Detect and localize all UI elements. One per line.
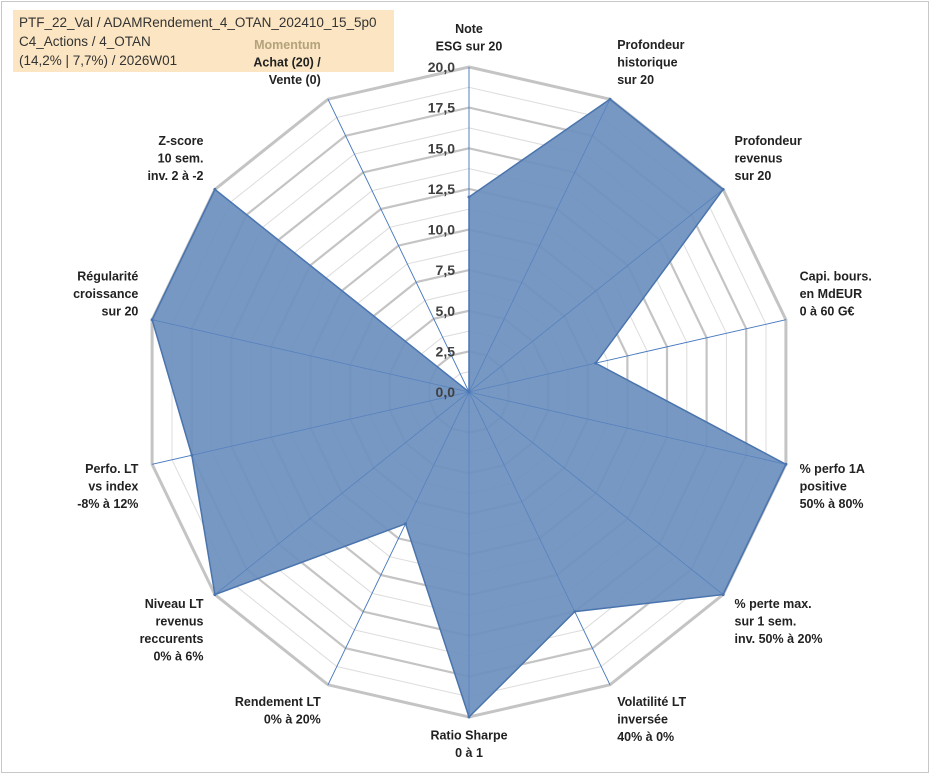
axis-label: 50% à 80% bbox=[800, 497, 864, 511]
axis-label: historique bbox=[617, 56, 677, 70]
axis-label: % perte max. bbox=[735, 597, 812, 611]
axis-label: % perfo 1A bbox=[800, 462, 865, 476]
axis-label: 0 à 60 G€ bbox=[800, 304, 855, 318]
axis-label: 40% à 0% bbox=[617, 730, 674, 744]
info-line-category: C4_Actions / 4_OTAN bbox=[19, 34, 151, 49]
axis-spoke-overlay bbox=[468, 391, 786, 465]
portfolio-info-box: PTF_22_Val / ADAMRendement_4_OTAN_202410… bbox=[13, 10, 394, 72]
axis-label: reccurents bbox=[140, 632, 204, 646]
tick-label: 15,0 bbox=[428, 140, 455, 156]
axis-spoke-overlay bbox=[468, 99, 611, 393]
axis-label: Capi. bours. bbox=[800, 269, 872, 283]
axis-label: croissance bbox=[73, 287, 138, 301]
axis-label: revenus bbox=[735, 152, 783, 166]
axis-spoke-overlay bbox=[468, 189, 724, 393]
tick-label: 10,0 bbox=[428, 222, 455, 238]
axis-label: sur 1 sem. bbox=[735, 615, 797, 629]
axis-label: inversée bbox=[617, 713, 668, 727]
axis-label: Achat (20) / bbox=[253, 56, 321, 70]
tick-label: 12,5 bbox=[428, 181, 455, 197]
axis-label: vs index bbox=[88, 480, 138, 494]
axis-label: positive bbox=[800, 480, 847, 494]
axis-label: inv. 2 à -2 bbox=[147, 169, 203, 183]
axis-label: sur 20 bbox=[617, 73, 654, 87]
momentum-header: Momentum bbox=[254, 38, 321, 52]
axis-spoke-overlay bbox=[327, 99, 470, 393]
tick-label: 0,0 bbox=[436, 384, 456, 400]
axis-label: 10 sem. bbox=[158, 152, 204, 166]
axis-spoke-overlay bbox=[327, 391, 470, 685]
axis-label: 0% à 20% bbox=[264, 713, 321, 727]
axis-label: Z-score bbox=[158, 134, 203, 148]
axis-label: Volatilité LT bbox=[617, 695, 686, 709]
axis-label: Vente (0) bbox=[269, 73, 321, 87]
tick-label: 20,0 bbox=[428, 59, 455, 75]
info-line-portfolio: PTF_22_Val / ADAMRendement_4_OTAN_202410… bbox=[19, 15, 377, 30]
axis-label: inv. 50% à 20% bbox=[735, 632, 823, 646]
axis-spoke-overlay bbox=[152, 391, 470, 465]
axis-spoke-overlay bbox=[468, 319, 786, 393]
axis-label: Note bbox=[455, 22, 483, 36]
axis-label: Ratio Sharpe bbox=[430, 729, 507, 743]
axis-spoke-overlay bbox=[152, 319, 470, 393]
axis-spoke-overlay bbox=[214, 189, 470, 393]
tick-label: 17,5 bbox=[428, 100, 455, 116]
axis-label: revenus bbox=[156, 615, 204, 629]
axis-label: Rendement LT bbox=[235, 695, 321, 709]
axis-label: en MdEUR bbox=[800, 287, 863, 301]
axis-label: Profondeur bbox=[617, 38, 684, 52]
axis-label: Perfo. LT bbox=[85, 462, 139, 476]
axis-label: Régularité bbox=[77, 269, 138, 283]
axis-spoke-overlay bbox=[214, 391, 470, 595]
axis-label: -8% à 12% bbox=[77, 497, 138, 511]
axis-label: 0 à 1 bbox=[455, 746, 483, 760]
info-line-stats: (14,2% | 7,7%) / 2026W01 bbox=[19, 53, 178, 68]
axis-spoke-overlay bbox=[468, 391, 611, 685]
axis-label: 0% à 6% bbox=[153, 650, 203, 664]
tick-label: 5,0 bbox=[436, 303, 456, 319]
axis-label: sur 20 bbox=[735, 169, 772, 183]
axis-label: ESG sur 20 bbox=[436, 40, 503, 54]
axis-label: Niveau LT bbox=[145, 597, 204, 611]
axis-label: sur 20 bbox=[102, 304, 139, 318]
axis-label: Profondeur bbox=[735, 134, 802, 148]
tick-label: 7,5 bbox=[436, 262, 456, 278]
axis-spoke-overlay bbox=[468, 391, 724, 595]
tick-label: 2,5 bbox=[436, 343, 456, 359]
